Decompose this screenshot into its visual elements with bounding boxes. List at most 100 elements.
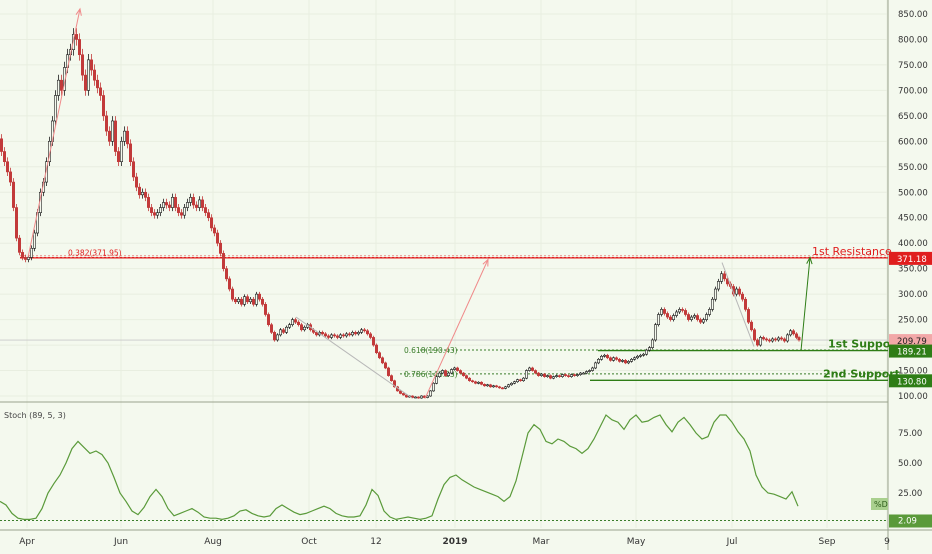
candle-body [641,353,645,356]
time-tick-label: Jun [113,537,128,547]
candle-body [773,338,777,341]
stoch-value-text: 2.09 [898,516,917,526]
candle-body [335,335,339,338]
candle-body [189,197,193,203]
candle-body [272,332,276,341]
candle-body [252,298,256,305]
candle-body [96,79,100,89]
candle-body [392,380,396,388]
candle-body [287,324,291,328]
candle-body [126,130,130,145]
fib-label: 0.618(190.43) [404,346,458,355]
candle-body [108,130,112,142]
candle-body [210,217,214,229]
candle-body [656,314,660,325]
candle-body [78,39,82,56]
candle-body [290,319,294,325]
candle-body [659,309,663,315]
time-tick-label: Jul [726,537,738,547]
candle-body [602,354,606,357]
candle-body [165,202,169,206]
candle-body [281,329,285,333]
candle-body [341,334,345,337]
candle-body [698,319,702,323]
candle-body [228,278,232,290]
price-tick-label: 800.00 [898,35,928,45]
candle-body [147,197,151,208]
candle-body [551,376,555,379]
candle-body [263,304,267,315]
candle-body [135,176,139,188]
candle-body [26,257,30,260]
candle-body [557,375,561,377]
price-tick-label: 650.00 [898,112,928,122]
candle-body [386,367,390,376]
candle-body [23,257,27,260]
candle-body [767,339,771,342]
candle-body [611,357,615,361]
candle-body [758,337,762,346]
candle-body [434,376,438,384]
price-tick-label: 700.00 [898,86,928,96]
candle-body [449,369,453,374]
candle-body [791,330,795,335]
candle-body [749,321,753,331]
level-layer: 0.382(371.95) 0.618(190.43) 0.786(143.33) [0,248,888,381]
candle-body [365,330,369,335]
candle-body [638,354,642,357]
candle-body [141,191,145,196]
support-2-label: 2nd Support [823,367,900,380]
candle-body [470,380,474,383]
candle-body [734,288,738,295]
candle-body [144,191,148,198]
projection-arrow-head [806,256,813,265]
candle-body [180,212,184,216]
candle-body [695,315,699,320]
candle-body [174,197,178,208]
candle-body [413,396,417,399]
candle-body [461,372,465,376]
candle-body [668,316,672,320]
candle-body [398,390,402,394]
candle-body [446,372,450,376]
price-tick-label: 350.00 [898,265,928,275]
candle-body [629,359,633,362]
candle-body [6,161,10,173]
time-tick-label: Mar [533,537,550,547]
fib-arrow-up-1-head [75,7,82,16]
candle-body [296,321,300,325]
candle-body [87,59,91,91]
stoch-tick-label: 75.00 [898,429,922,439]
candle-body [120,141,124,163]
candle-body [249,298,253,303]
candle-body [497,386,501,389]
candle-body [539,373,543,376]
candle-body [234,298,238,303]
candle-body [284,326,288,333]
candle-body [213,227,217,234]
candle-body [231,288,235,300]
candle-body [506,384,510,388]
candle-body [177,207,181,213]
time-tick-label: Aug [204,537,222,547]
candle-body [123,130,127,142]
candle-body [243,296,247,305]
candle-body [347,333,351,336]
candle-body [84,74,88,91]
candle-body [201,199,205,208]
candle-body [479,381,483,385]
fib-decline-line [295,316,413,399]
candle-body [299,324,303,331]
candle-body [114,120,118,152]
candle-body [485,384,489,387]
candle-body [452,367,456,370]
candle-body [216,232,220,244]
stoch-tick-label: 25.00 [898,489,922,499]
candle-body [779,337,783,340]
candle-body [782,338,786,342]
candle-body [132,161,136,178]
candle-body [401,393,405,396]
price-tick-label: 300.00 [898,290,928,300]
candle-body [701,319,705,323]
